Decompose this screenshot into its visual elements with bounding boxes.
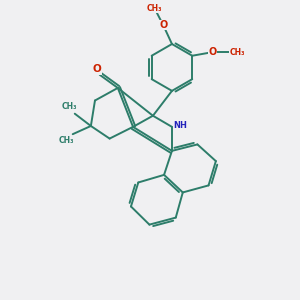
Text: NH: NH [173,121,187,130]
Text: O: O [208,47,216,57]
Text: CH₃: CH₃ [147,4,162,13]
Text: O: O [93,64,102,74]
Text: CH₃: CH₃ [229,48,245,57]
Text: CH₃: CH₃ [62,103,77,112]
Text: O: O [159,20,167,30]
Text: CH₃: CH₃ [59,136,75,145]
